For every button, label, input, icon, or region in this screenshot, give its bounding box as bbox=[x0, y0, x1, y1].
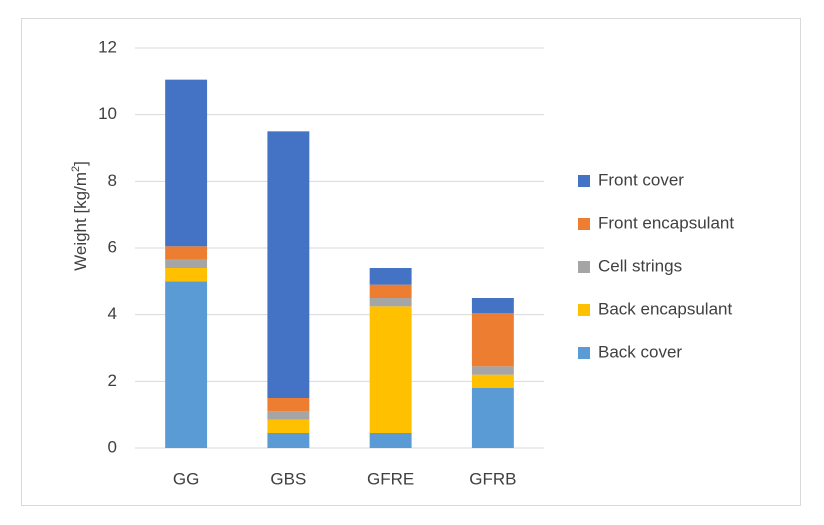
x-category-label: GFRB bbox=[469, 469, 516, 488]
legend-swatch bbox=[578, 347, 590, 359]
bar-segment-front-cover bbox=[267, 131, 310, 398]
bar-segment-back-encapsulant bbox=[369, 306, 412, 433]
bar-segment-front-encapsulant bbox=[369, 284, 412, 298]
x-category-label: GBS bbox=[270, 469, 306, 488]
legend-item-back-encapsulant: Back encapsulant bbox=[578, 299, 732, 318]
bar-segment-back-cover bbox=[369, 433, 412, 448]
bars bbox=[165, 79, 514, 448]
legend-label: Front encapsulant bbox=[598, 213, 734, 232]
bar-segment-front-cover bbox=[165, 79, 208, 247]
bar-segment-cell-strings bbox=[267, 411, 310, 420]
y-axis-title: Weight [kg/m2] bbox=[70, 161, 91, 271]
bar-segment-cell-strings bbox=[369, 298, 412, 307]
bar-segment-front-encapsulant bbox=[471, 313, 514, 367]
bar-segment-back-cover bbox=[165, 281, 208, 448]
x-axis-categories: GG GBS GFRE GFRB bbox=[173, 469, 517, 488]
bar-stack-gg bbox=[165, 79, 208, 448]
bar-segment-back-encapsulant bbox=[471, 374, 514, 388]
legend-label: Back encapsulant bbox=[598, 299, 732, 318]
legend-swatch bbox=[578, 261, 590, 273]
bar-segment-back-cover bbox=[267, 433, 310, 448]
legend-label: Cell strings bbox=[598, 256, 682, 275]
bar-segment-cell-strings bbox=[471, 366, 514, 375]
bar-segment-back-cover bbox=[471, 388, 514, 448]
bar-segment-back-encapsulant bbox=[165, 268, 208, 282]
chart-frame: 0 2 4 6 8 10 12 GG GBS GFRE GFRB Front cover Front… bbox=[21, 18, 801, 506]
legend-swatch bbox=[578, 218, 590, 230]
legend-item-back-cover: Back cover bbox=[578, 342, 682, 361]
x-category-label: GG bbox=[173, 469, 199, 488]
bar-segment-front-cover bbox=[369, 268, 412, 285]
y-tick-label: 2 bbox=[108, 371, 117, 390]
legend-item-cell-strings: Cell strings bbox=[578, 256, 682, 275]
bar-segment-front-cover bbox=[471, 298, 514, 313]
y-axis-ticks: 0 2 4 6 8 10 12 bbox=[98, 37, 117, 456]
legend: Front cover Front encapsulant Cell strings… bbox=[578, 170, 734, 361]
legend-swatch bbox=[578, 304, 590, 316]
legend-label: Front cover bbox=[598, 170, 684, 189]
x-category-label: GFRE bbox=[367, 469, 414, 488]
legend-item-front-encapsulant: Front encapsulant bbox=[578, 213, 734, 232]
y-tick-label: 12 bbox=[98, 37, 117, 56]
bar-segment-back-encapsulant bbox=[267, 419, 310, 433]
legend-swatch bbox=[578, 175, 590, 187]
bar-stack-gbs bbox=[267, 131, 310, 448]
y-tick-label: 10 bbox=[98, 104, 117, 123]
bar-segment-cell-strings bbox=[165, 259, 208, 268]
bar-segment-front-encapsulant bbox=[165, 246, 208, 260]
bar-stack-gfrb bbox=[471, 298, 514, 448]
legend-label: Back cover bbox=[598, 342, 682, 361]
y-tick-label: 4 bbox=[108, 304, 117, 323]
y-tick-label: 6 bbox=[108, 237, 117, 256]
bar-stack-gfre bbox=[369, 268, 412, 448]
legend-item-front-cover: Front cover bbox=[578, 170, 684, 189]
y-tick-label: 0 bbox=[108, 437, 117, 456]
y-tick-label: 8 bbox=[108, 171, 117, 190]
bar-segment-front-encapsulant bbox=[267, 398, 310, 412]
